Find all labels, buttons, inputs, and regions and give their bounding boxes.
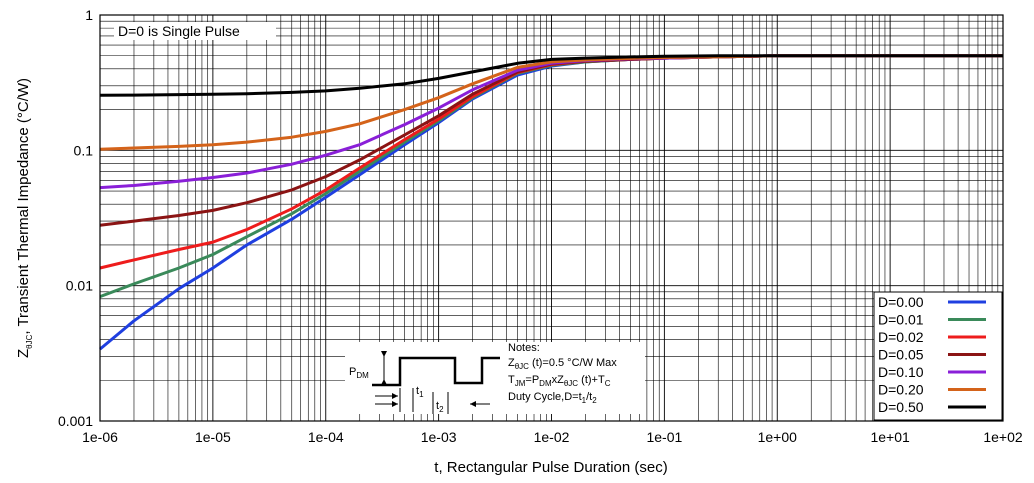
x-tick-label: 1e+02 [983, 429, 1023, 445]
single-pulse-label: D=0 is Single Pulse [118, 23, 240, 39]
x-tick-label: 1e+00 [758, 429, 798, 445]
series-line-D-0-50 [99, 54, 1003, 97]
x-tick-label: 1e-01 [646, 429, 682, 445]
single-pulse-annotation: D=0 is Single Pulse [114, 22, 276, 40]
legend: D=0.00 D=0.01D=0.02 D=0.05D=0.10 D=0.20D=0.… [873, 291, 1003, 421]
t1-label: t1 [416, 385, 424, 399]
pulse-notes-diagram: PDM t1 t2 Notes: ZθJC (t)=0.5 °C/W Max T… [345, 342, 645, 414]
legend-label: D=0.00 [878, 294, 924, 310]
x-tick-label: 1e+01 [870, 429, 910, 445]
legend-label: D=0.05 [878, 347, 924, 363]
notes-heading: Notes: [508, 342, 540, 354]
y-tick-label: 1 [85, 7, 93, 23]
pulse-waveform [372, 356, 500, 387]
x-tick-label: 1e-02 [534, 429, 570, 445]
pdm-label: PDM [349, 366, 369, 380]
x-tick-label: 1e-06 [82, 429, 118, 445]
y-tick-label: 0.001 [58, 413, 93, 429]
y-axis-label: ZθJC, Transient Thermal Impedance (°C/W) [15, 78, 34, 358]
legend-label: D=0.20 [878, 382, 924, 398]
x-tick-label: 1e-04 [308, 429, 344, 445]
notes-line-tjm: TJM=PDMxZθJC (t)+TC [508, 374, 611, 388]
y-tick-label: 0.01 [66, 278, 93, 294]
legend-label: D=0.50 [878, 399, 924, 415]
t2-label: t2 [436, 400, 444, 414]
x-axis-label: t, Rectangular Pulse Duration (sec) [434, 459, 667, 476]
y-tick-label: 0.1 [74, 142, 94, 158]
series-group [99, 54, 1003, 351]
notes-line-zthjc: ZθJC (t)=0.5 °C/W Max [508, 357, 617, 371]
legend-label: D=0.01 [878, 312, 924, 328]
tick-labels: 1e-06 1e-05 1e-04 1e-03 1e-02 1e-01 1e+00 1e+01… [58, 7, 1023, 445]
legend-label: D=0.10 [878, 364, 924, 380]
x-tick-label: 1e-03 [421, 429, 457, 445]
x-tick-label: 1e-05 [195, 429, 231, 445]
plot-frame [99, 14, 1004, 422]
notes-line-duty-cycle: Duty Cycle,D=t1/t2 [508, 391, 597, 405]
legend-label: D=0.02 [878, 329, 924, 345]
